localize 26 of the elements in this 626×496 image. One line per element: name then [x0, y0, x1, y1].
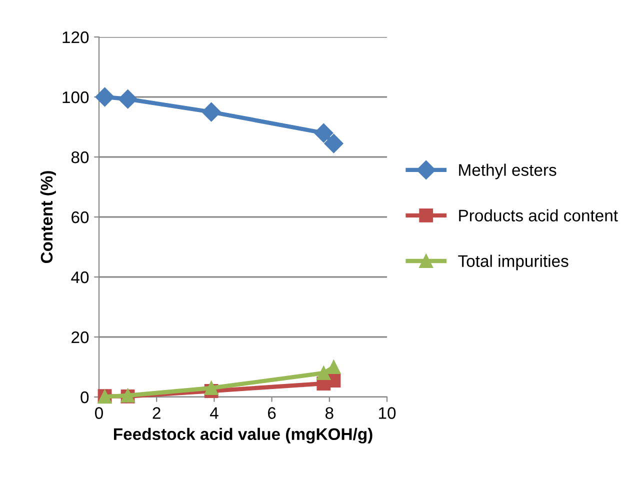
x-tick-label: 8 — [325, 407, 334, 419]
x-tick-label: 0 — [95, 407, 103, 419]
y-axis-title: Content (%) — [40, 171, 56, 264]
y-tick-label: 0 — [80, 391, 89, 404]
y-tick-label: 100 — [62, 91, 89, 104]
y-tick-label: 40 — [71, 271, 89, 284]
x-tick-label: 2 — [152, 407, 160, 419]
point — [118, 90, 138, 109]
x-tick-label: 6 — [268, 407, 276, 419]
y-tick-label: 20 — [72, 331, 89, 344]
point — [316, 366, 331, 380]
legend-label: Products acid content — [459, 209, 618, 222]
point — [202, 102, 221, 122]
x-tick-label: 10 — [379, 407, 396, 419]
x-tick-label: 4 — [210, 407, 218, 419]
point — [95, 87, 114, 107]
point — [324, 134, 344, 154]
x-axis-title: Feedstock acid value (mgKOH/g) — [114, 428, 372, 444]
y-tick-label: 60 — [72, 211, 89, 224]
point — [204, 381, 218, 395]
legend-label: Total impurities — [458, 254, 568, 270]
point — [314, 123, 334, 143]
legend-label: Methyl esters — [459, 164, 556, 180]
y-tick-label: 80 — [71, 151, 89, 164]
point — [326, 360, 341, 374]
y-tick-label: 120 — [62, 31, 89, 44]
